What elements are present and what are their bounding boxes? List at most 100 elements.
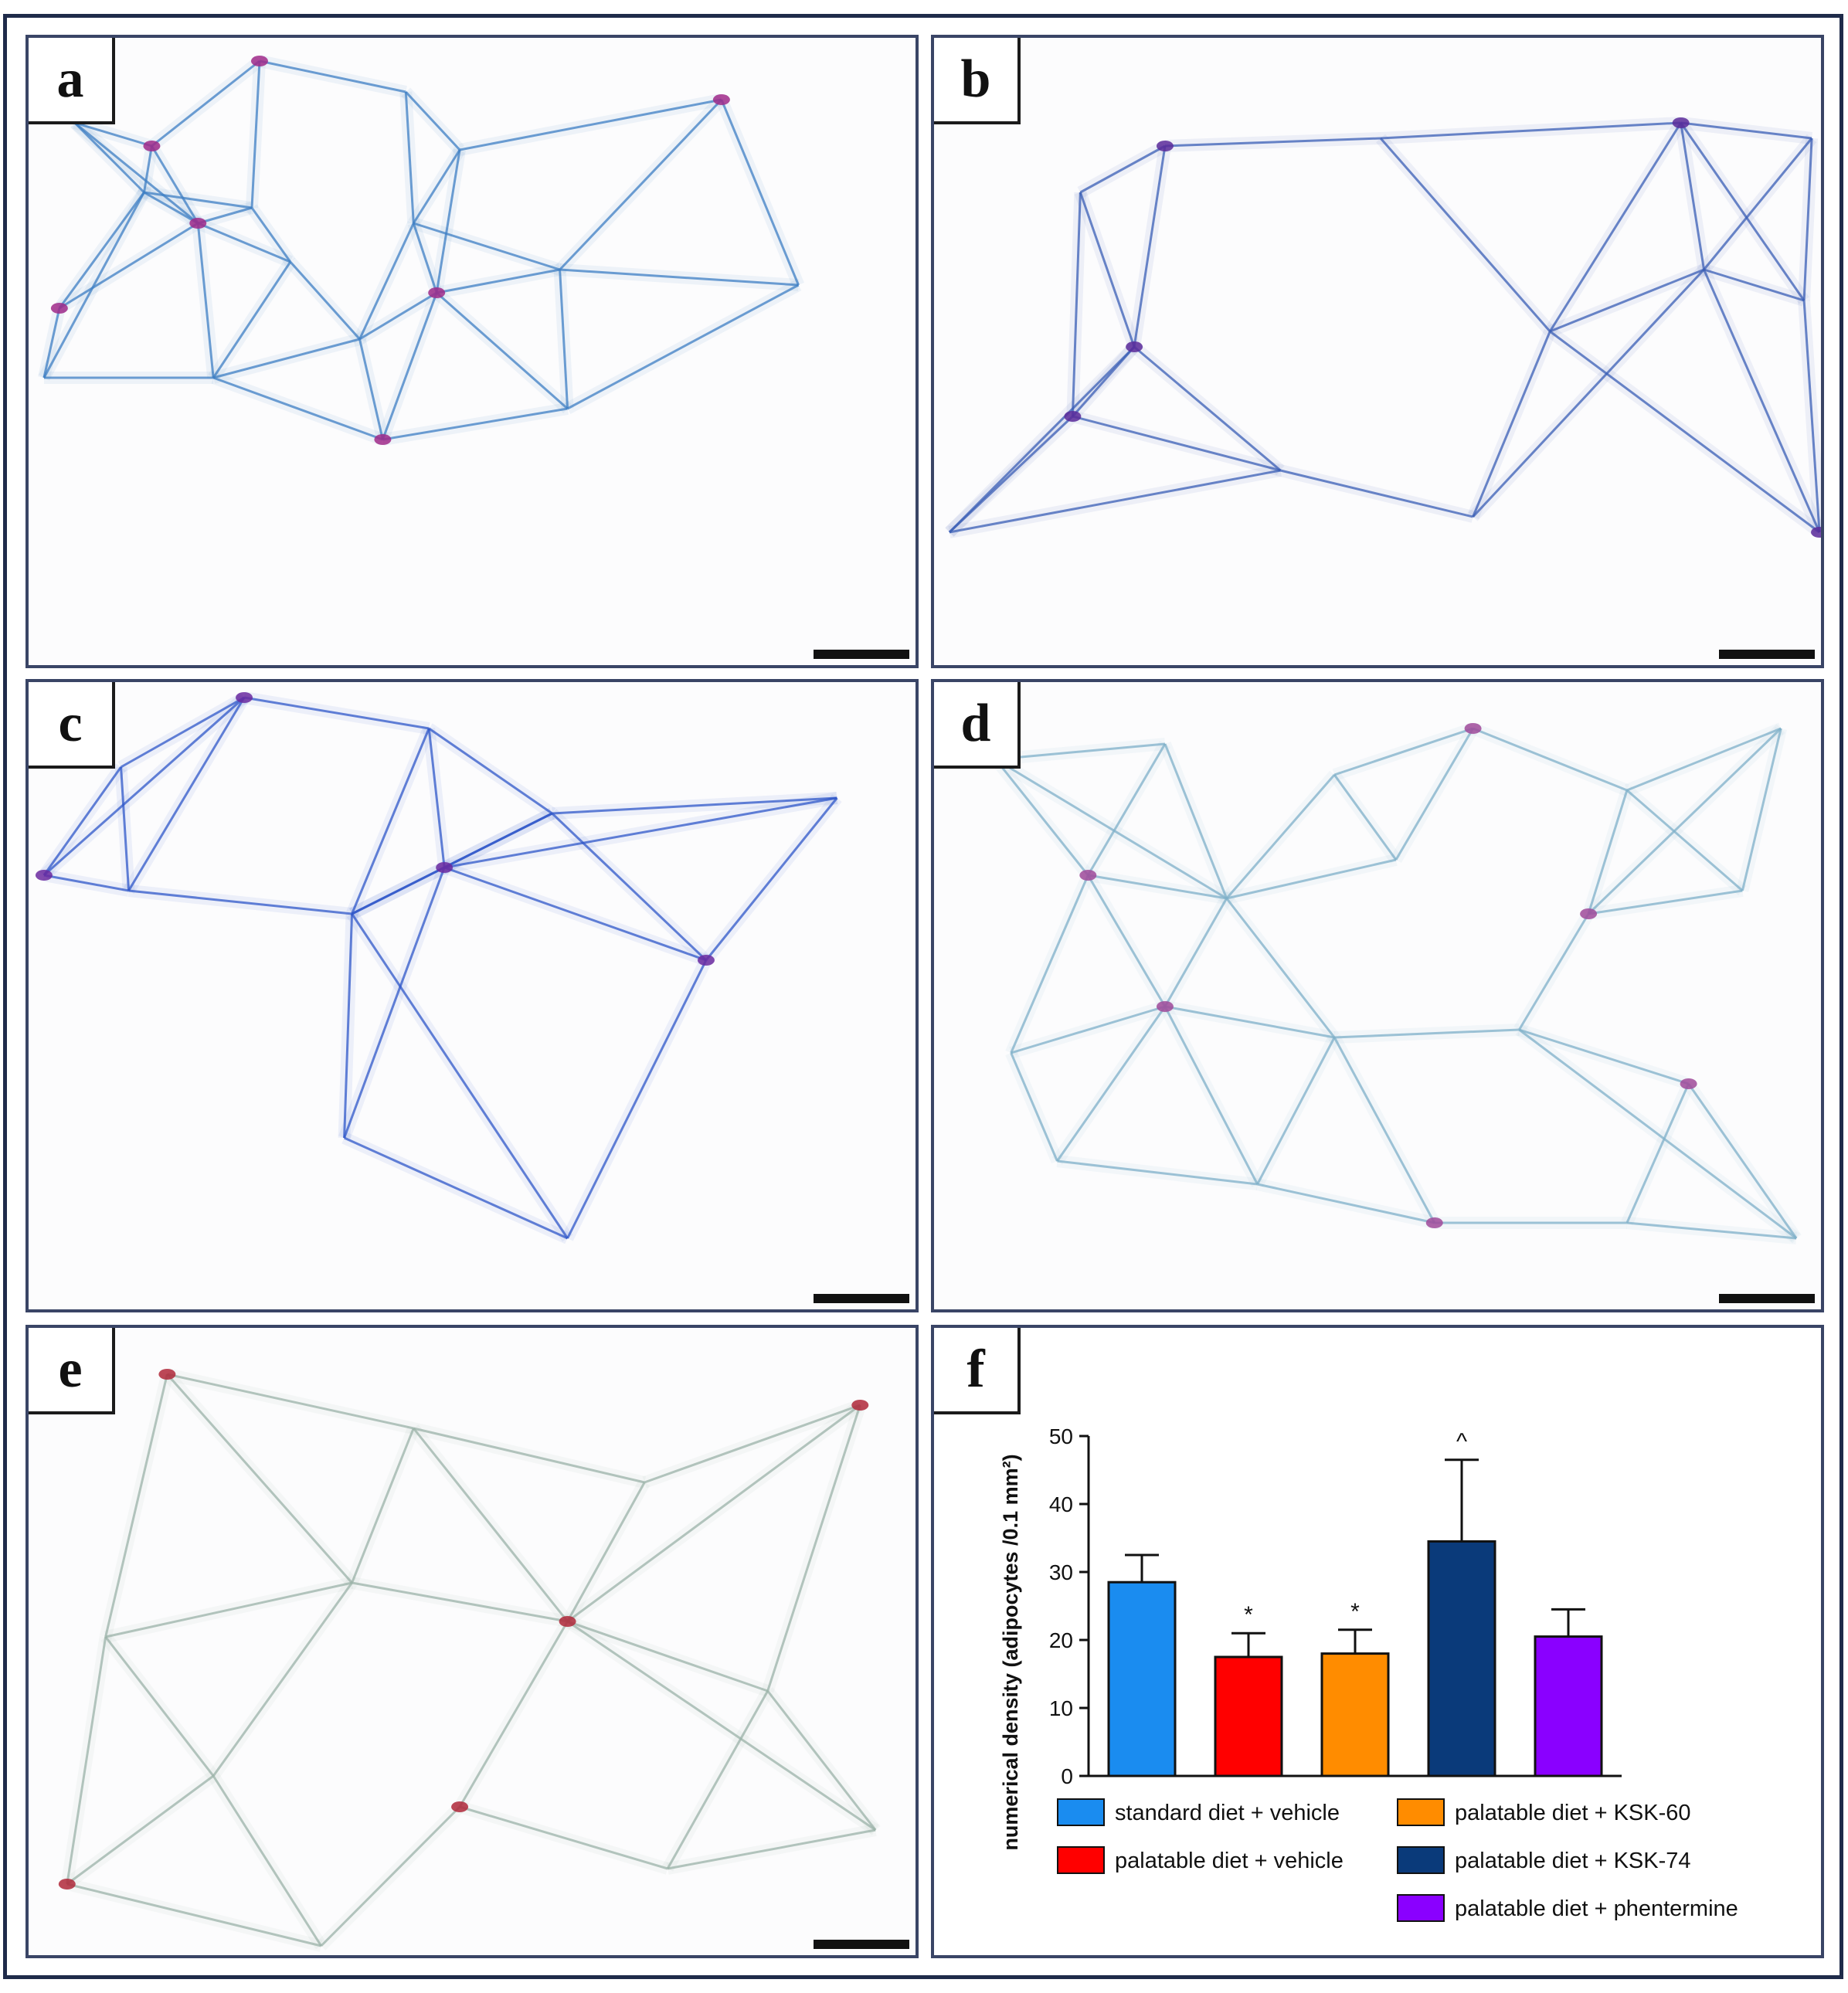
cell-membrane [1071, 192, 1082, 417]
cell-membrane-halo [1279, 464, 1475, 523]
cell-membrane-halo [399, 91, 420, 224]
cell-membrane [766, 1404, 861, 1692]
cell-membrane-halo [443, 792, 838, 874]
cell-nucleus [158, 1369, 176, 1380]
cell-membrane [289, 260, 361, 341]
cell-membrane-halo [1128, 144, 1171, 348]
cell-membrane-halo [114, 766, 135, 891]
cell-membrane [1079, 144, 1166, 194]
bar-chart: numerical density (adipocytes /0.1 mm²) … [999, 1424, 1738, 1922]
cell-membrane [1680, 121, 1812, 140]
cell-membrane [243, 696, 430, 730]
cell-membrane-halo [1517, 1024, 1691, 1090]
cell-membrane [212, 338, 360, 379]
cell-membrane [1163, 1006, 1259, 1185]
cell-membrane [74, 121, 152, 148]
cell-membrane-halo [1225, 854, 1398, 905]
cell-membrane-halo [559, 263, 800, 291]
cell-membrane-halo [1699, 134, 1817, 274]
cell-membrane-halo [376, 290, 443, 442]
cell-membrane [104, 1373, 168, 1638]
cell-membrane-halo [411, 217, 562, 276]
panel-d-micrograph: d [931, 679, 1824, 1312]
cell-membrane-halo [1702, 263, 1806, 307]
cell-membrane [435, 149, 461, 294]
adipocyte-micrograph-a [38, 55, 804, 446]
cell-membrane [120, 696, 245, 769]
cell-membrane-halo [1255, 1178, 1436, 1229]
cell-membrane-halo [338, 913, 358, 1139]
cell-membrane-halo [1005, 872, 1094, 1056]
cell-membrane-halo [42, 869, 130, 897]
cell-membrane-halo [162, 1370, 357, 1587]
cell-membrane-halo [666, 1824, 877, 1875]
cell-membrane-halo [423, 728, 451, 868]
cell-membrane [351, 1428, 415, 1584]
cell-membrane-halo [346, 725, 435, 917]
cell-membrane-halo [382, 402, 569, 446]
cell-membrane [705, 797, 838, 961]
cell-membrane-halo [104, 1577, 354, 1643]
cell-nucleus [851, 1400, 869, 1411]
cell-membrane [666, 1690, 769, 1869]
cell-membrane-halo [341, 1132, 570, 1244]
y-tick-label: 0 [1061, 1764, 1073, 1788]
cell-membrane-halo [1547, 263, 1707, 338]
cell-membrane-halo [1051, 1003, 1170, 1165]
legend-entry: palatable diet + vehicle [1115, 1849, 1344, 1873]
cell-membrane [720, 99, 800, 286]
cell-membrane-halo [60, 1635, 112, 1886]
cell-membrane-halo [1056, 1155, 1259, 1190]
cell-membrane-halo [351, 1577, 569, 1628]
cell-membrane-halo [409, 1424, 572, 1625]
cell-membrane [1472, 331, 1551, 518]
cell-membrane [949, 469, 1281, 534]
cell-membrane-halo [1074, 190, 1140, 349]
cell-membrane [1011, 1005, 1166, 1054]
cell-nucleus [1811, 527, 1821, 538]
cell-membrane [1394, 728, 1474, 861]
y-tick-label: 20 [1049, 1628, 1073, 1652]
cell-membrane-halo [1333, 1024, 1520, 1044]
cell-membrane-halo [457, 1801, 670, 1875]
cell-membrane [66, 1636, 107, 1885]
y-tick-label: 40 [1049, 1492, 1073, 1516]
cell-membrane-halo [1066, 192, 1087, 417]
cell-nucleus [374, 434, 392, 445]
cell-nucleus [697, 955, 715, 966]
cell-membrane [428, 727, 553, 815]
cell-membrane-halo [1221, 770, 1340, 903]
cell-membrane-halo [1698, 267, 1821, 535]
cell-membrane-halo [1470, 722, 1629, 796]
legend-entry: palatable diet + phentermine [1455, 1896, 1738, 1921]
cell-nucleus [1079, 870, 1097, 881]
cell-nucleus [189, 218, 207, 229]
panel-a-label: a [29, 38, 115, 124]
cell-membrane [1225, 774, 1336, 899]
cell-membrane [443, 796, 837, 869]
cell-membrane [196, 222, 215, 379]
cell-membrane-halo [148, 56, 263, 151]
cell-membrane [566, 1404, 861, 1623]
cell-membrane [413, 1428, 569, 1622]
cell-membrane-halo [1375, 134, 1555, 336]
cell-membrane-halo [763, 1687, 881, 1834]
adipocyte-micrograph-b [945, 117, 1821, 538]
legend-swatch [1397, 1894, 1445, 1922]
cell-nucleus [559, 1616, 576, 1627]
cell-membrane [1548, 122, 1682, 332]
cell-membrane-halo [564, 279, 802, 415]
cell-membrane-halo [127, 884, 353, 920]
cell-membrane-halo [1159, 742, 1233, 901]
legend-entry: palatable diet + KSK-74 [1455, 1849, 1691, 1873]
cell-membrane [1549, 268, 1705, 333]
cell-membrane [144, 191, 253, 209]
cell-membrane [212, 376, 383, 441]
significance-marker: * [1244, 1602, 1253, 1628]
cell-membrane [644, 1404, 861, 1484]
cell-membrane-halo [196, 202, 254, 229]
cell-membrane-halo [1621, 1081, 1694, 1226]
cell-membrane [58, 192, 145, 309]
cell-membrane-halo [1680, 117, 1813, 144]
cell-membrane [566, 1620, 877, 1832]
